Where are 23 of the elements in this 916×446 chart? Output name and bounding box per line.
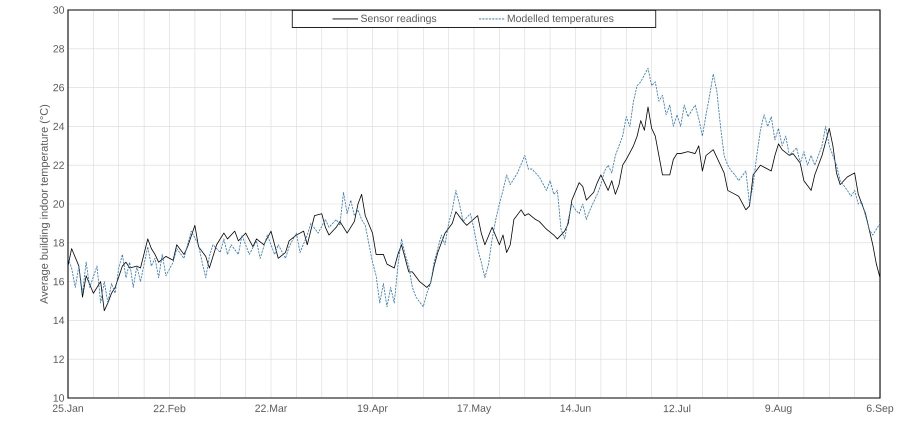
y-tick-label: 22 [53,162,64,169]
x-tick-label: 12.Jul [664,404,690,412]
y-tick-label: 18 [54,239,64,247]
y-tick-label: 12 [54,356,64,363]
y-tick-label: 16 [54,278,64,286]
x-tick-label: 19.Apr [358,404,388,414]
legend-label: Modelled temperatures [508,14,614,24]
x-tick-label: 14.Jun [560,404,591,412]
y-tick-label: 28 [53,45,64,53]
x-tick-label: 17.May [458,404,492,414]
x-tick-label: 6.Sep [866,404,894,414]
y-axis-title: Average building indoor temperature (°C) [40,104,50,304]
y-tick-label: 26 [53,84,64,92]
y-tick-label: 10 [54,394,64,402]
y-tick-label: 14 [54,316,64,324]
x-tick-label: 22.Feb [154,404,186,412]
y-tick-label: 30 [53,6,64,14]
y-tick-label: 24 [53,122,64,130]
x-tick-label: 22.Mar [255,404,288,412]
legend-label: Sensor readings [360,14,436,24]
x-tick-label: 9.Aug [765,404,792,414]
x-tick-label: 25.Jan [52,404,84,412]
y-tick-label: 20 [53,200,64,208]
